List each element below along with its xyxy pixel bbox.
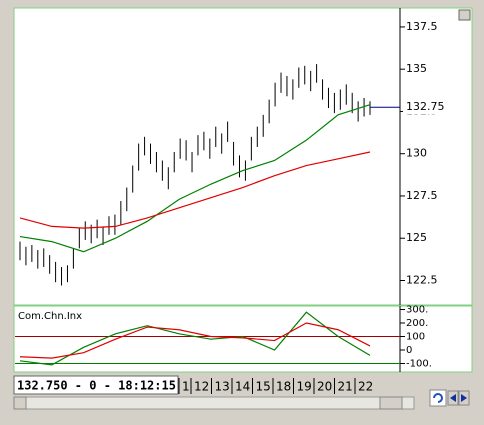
refresh-button[interactable]: [429, 389, 447, 407]
scroll-thumb[interactable]: [379, 396, 403, 410]
series-line: [19, 311, 371, 366]
series-line: [19, 151, 371, 229]
price-panel: [13, 7, 473, 306]
y-tick-label: 125: [406, 231, 427, 244]
y-tick-label: 130: [406, 147, 427, 160]
y-tick-label: -100.: [406, 358, 432, 369]
readout-box: [13, 375, 179, 395]
y-tick-label: 300.: [406, 305, 428, 316]
refresh-icon: [433, 393, 443, 403]
date-label: 18: [276, 380, 291, 394]
last-price-label: 132.75: [406, 100, 445, 113]
next-icon: [461, 394, 467, 402]
series-line: [19, 104, 371, 253]
y-tick-label: 100: [406, 332, 425, 343]
y-tick-label: 137.5: [406, 20, 438, 33]
date-label: 13: [215, 380, 230, 394]
cci-panel: [13, 305, 473, 373]
maximize-button[interactable]: [458, 9, 471, 21]
y-tick-label: 200.: [406, 318, 428, 329]
y-tick-label: 122.5: [406, 273, 438, 286]
series-line: [19, 322, 371, 359]
y-tick-label: 135: [406, 62, 427, 75]
last-price-box: [403, 100, 443, 115]
date-label: 19: [297, 380, 312, 394]
date-strip: 1 12 13 14 15 18 19 20 21 22: [178, 378, 373, 394]
date-label: 20: [317, 380, 332, 394]
date-label: 12: [194, 380, 209, 394]
scroll-left[interactable]: [13, 396, 27, 410]
cci-title: Com.Chn.Inx: [18, 311, 82, 322]
date-label: 22: [358, 380, 373, 394]
y-tick-label: 127.5: [406, 189, 438, 202]
date-label: 14: [235, 380, 250, 394]
prev-icon: [450, 394, 456, 402]
date-label: 15: [256, 380, 271, 394]
date-label: 1: [182, 380, 190, 394]
scrollbar[interactable]: [13, 396, 415, 410]
y-tick-label: 0: [406, 345, 412, 356]
date-label: 21: [338, 380, 353, 394]
readout: 132.750 - 0 - 18:12:15: [17, 379, 176, 393]
